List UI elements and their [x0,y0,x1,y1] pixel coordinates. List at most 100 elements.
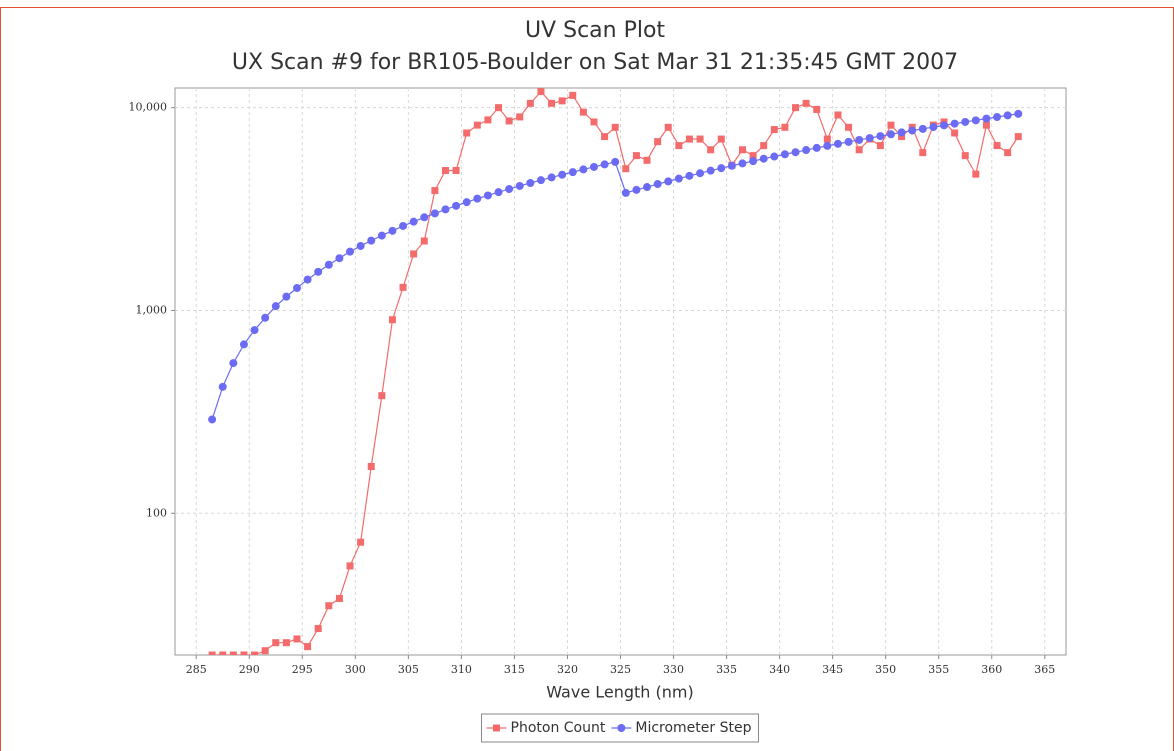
marker [431,187,439,195]
marker [240,651,248,655]
marker [792,104,800,112]
marker [897,128,906,137]
marker [579,108,587,116]
marker [727,161,736,170]
marker [834,111,842,119]
marker [855,146,863,154]
marker [908,126,917,135]
marker [377,231,386,240]
marker [441,205,450,214]
marker [441,166,449,174]
x-tick-label: 290 [239,663,260,676]
x-tick-label: 305 [398,663,419,676]
marker [324,260,333,269]
marker [261,647,269,655]
marker [335,594,343,602]
legend-label: Micrometer Step [635,720,751,736]
marker [1004,149,1012,157]
marker [367,236,376,245]
marker [420,237,428,245]
marker [452,201,461,210]
x-tick-label: 330 [663,663,684,676]
marker [749,152,757,160]
marker [346,247,355,256]
x-tick-label: 310 [451,663,472,676]
marker [876,142,884,150]
legend-item: Photon Count [486,720,606,736]
marker [473,194,482,203]
marker [548,99,556,107]
marker [611,157,620,166]
marker [304,643,312,651]
marker [219,651,227,655]
marker [239,340,248,349]
marker [282,639,290,647]
marker [653,180,662,189]
marker [314,267,323,276]
marker [791,148,800,157]
marker [600,160,609,169]
marker [399,221,408,230]
chart-subtitle: UX Scan #9 for BR105-Boulder on Sat Mar … [232,50,958,75]
marker [950,119,959,128]
marker [685,135,693,143]
marker [951,129,959,137]
marker [929,123,938,132]
marker [526,99,534,107]
marker [812,143,821,152]
marker [749,157,758,166]
marker [706,166,715,175]
marker [961,152,969,160]
marker [632,185,641,194]
x-tick-label: 295 [292,663,313,676]
marker [410,250,418,258]
marker [802,146,811,155]
chart-title: UV Scan Plot [525,18,665,43]
marker [738,159,747,168]
marker [335,254,344,263]
marker [855,135,864,144]
marker [611,123,619,131]
y-tick-label: 100 [146,506,167,519]
marker [844,137,853,146]
marker [409,217,418,226]
x-tick-label: 320 [557,663,578,676]
marker [378,392,386,400]
marker [643,183,652,192]
marker [430,209,439,218]
marker [356,241,365,250]
marker [918,124,927,133]
marker [1014,109,1023,118]
marker [759,154,768,163]
marker [537,88,545,96]
x-tick-label: 335 [716,663,737,676]
x-tick-label: 345 [822,663,843,676]
marker [399,283,407,291]
marker [781,123,789,131]
marker [717,164,726,173]
marker [971,116,980,125]
marker [515,181,524,190]
marker [208,651,216,655]
marker [357,538,365,546]
marker [250,326,259,335]
x-tick-label: 360 [981,663,1002,676]
marker [887,121,895,129]
marker [696,135,704,143]
marker [601,133,609,141]
marker [505,185,514,194]
marker [536,176,545,185]
x-tick-label: 300 [345,663,366,676]
marker [760,142,768,150]
marker [229,651,237,655]
marker [632,152,640,160]
x-tick-label: 325 [610,663,631,676]
marker [293,635,301,643]
marker [685,171,694,180]
y-tick-label: 10,000 [129,101,168,114]
marker [558,97,566,105]
marker [982,121,990,129]
marker [579,165,588,174]
marker [622,165,630,173]
